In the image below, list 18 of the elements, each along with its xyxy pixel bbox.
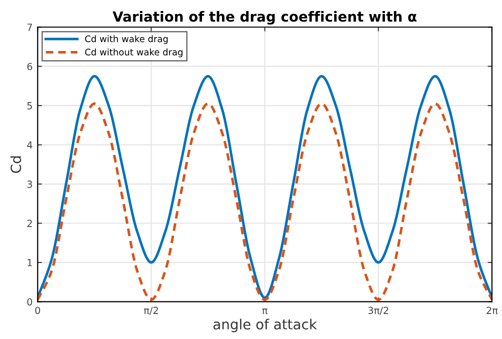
y-tick-label: 0 [27,298,32,306]
x-tick-label: π [262,308,268,314]
legend-label: Cd with wake drag [85,35,168,44]
x-axis-title: angle of attack [213,318,317,332]
x-tick-label: 0 [35,306,40,314]
y-tick-label: 7 [27,24,32,31]
x-tick-label: 2π [486,306,498,314]
x-tick-label: π/2 [144,306,158,315]
x-tick-label: 3π/2 [368,306,388,315]
y-tick-label: 3 [27,180,32,188]
y-axis-title: Cd [10,156,22,173]
legend-label: Cd without wake drag [85,48,182,58]
y-tick-label: 6 [27,62,32,70]
y-tick-label: 2 [27,220,32,227]
chart-title: Variation of the drag coefficient with α [112,11,416,25]
y-tick-label: 4 [27,141,32,148]
y-tick-label: 5 [27,102,32,110]
y-tick-label: 1 [28,259,32,266]
